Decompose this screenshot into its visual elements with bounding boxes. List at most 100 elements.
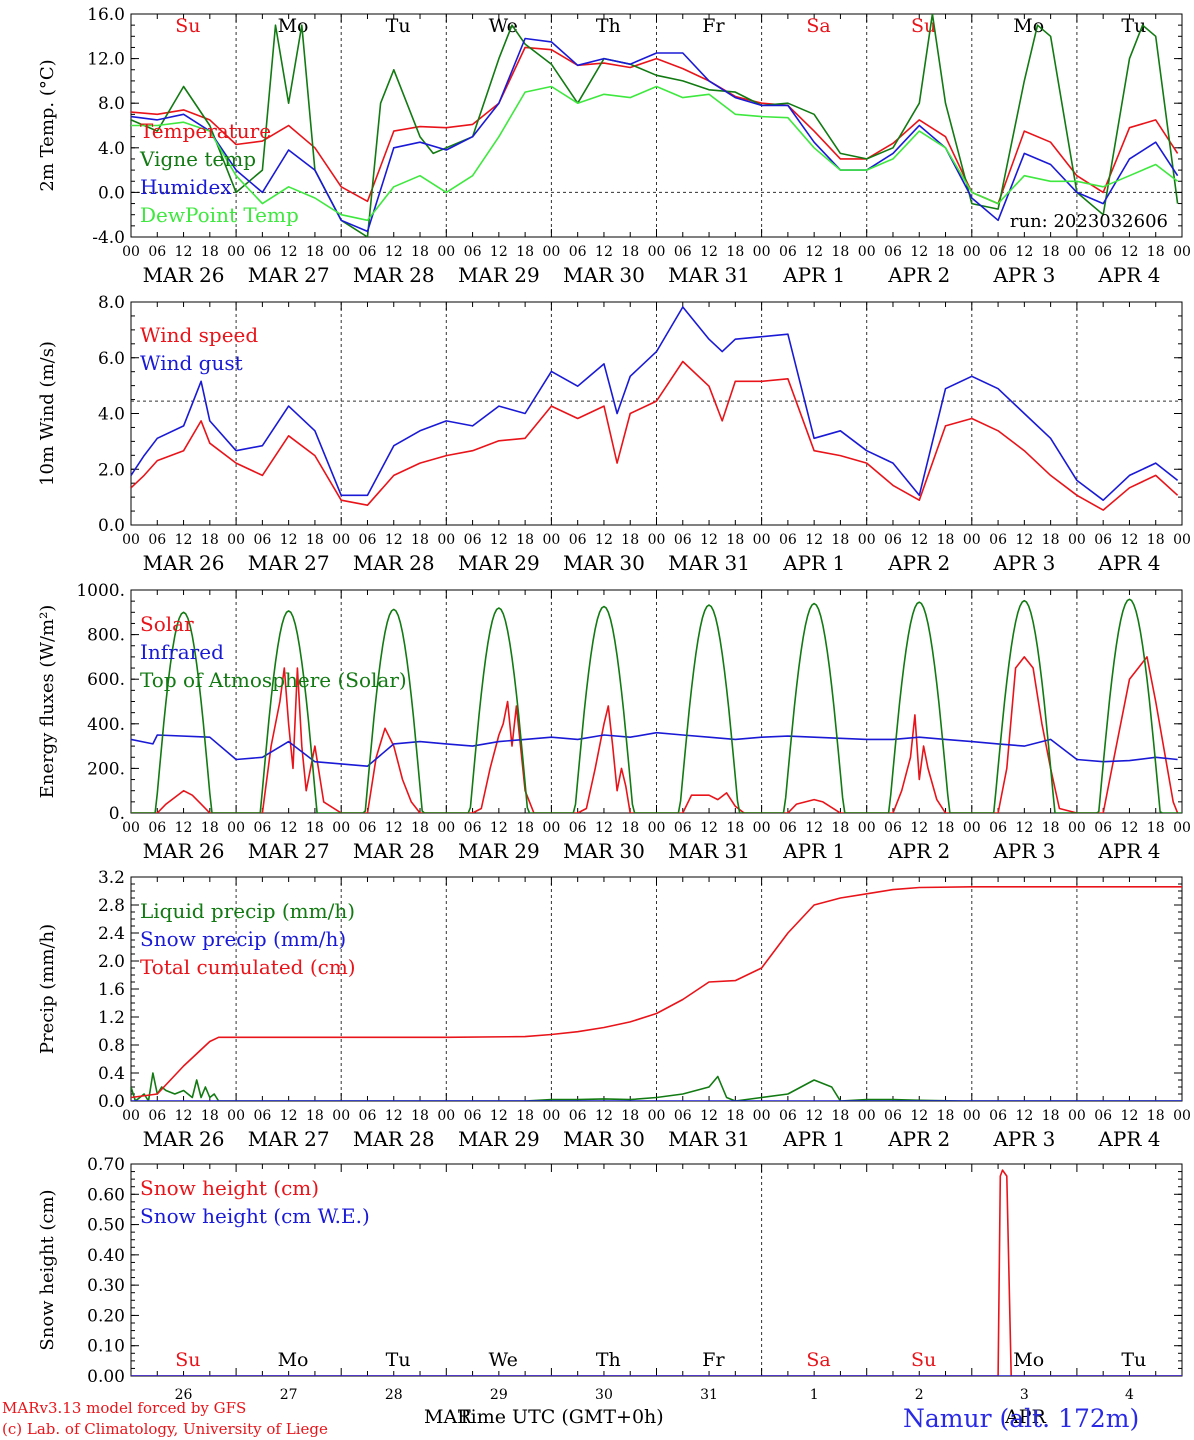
- panel-energy: 0. 200. 400. 600. 800. 1000. Energy fluxes (W/…: [37, 581, 1191, 863]
- series-line-solar: [131, 656, 1179, 813]
- y-tick-label: 16.0: [87, 5, 125, 25]
- weekday-label: Tu: [1121, 1349, 1146, 1371]
- x-hour-label: 00: [648, 1108, 666, 1124]
- y-tick-label: 1.6: [98, 980, 125, 1000]
- weekday-label: Fr: [702, 15, 725, 37]
- y-tick-label: 0.30: [87, 1276, 125, 1296]
- x-hour-label: 00: [1173, 1108, 1191, 1124]
- series-line-wind-speed: [131, 360, 1179, 511]
- x-hour-label: 00: [753, 532, 771, 548]
- x-hour-label: 00: [963, 244, 981, 260]
- x-hour-label: 12: [595, 244, 613, 260]
- series-line-temperature: [131, 46, 1179, 205]
- weekday-label: Su: [911, 1349, 936, 1371]
- x-hour-label: 06: [464, 820, 482, 836]
- x-hour-label: 18: [621, 244, 639, 260]
- series-group: [131, 1169, 1182, 1376]
- x-date-label: APR 2: [887, 1127, 950, 1151]
- x-hour-label: 18: [1147, 244, 1165, 260]
- weekday-label: Fr: [702, 1349, 725, 1371]
- x-day-number: 2: [915, 1387, 924, 1403]
- y-axis-label: Energy fluxes (W/m²): [37, 605, 58, 799]
- x-hour-label: 12: [910, 244, 928, 260]
- x-hour-label: 18: [1042, 532, 1060, 548]
- x-hour-label: 18: [306, 1108, 324, 1124]
- x-hour-label: 06: [1094, 1108, 1112, 1124]
- legend-entry: Temperature: [140, 119, 271, 143]
- x-hour-label: 12: [175, 244, 193, 260]
- x-hour-label: 18: [516, 532, 534, 548]
- x-day-number: 4: [1125, 1387, 1134, 1403]
- x-hour-label: 18: [1042, 820, 1060, 836]
- x-hour-label: 06: [884, 532, 902, 548]
- y-tick-label: 0.60: [87, 1185, 125, 1205]
- x-hour-label: 00: [227, 1108, 245, 1124]
- x-hour-label: 00: [227, 532, 245, 548]
- y-tick-label: 4.0: [98, 405, 125, 425]
- x-hour-label: 06: [359, 1108, 377, 1124]
- x-hour-label: 00: [227, 820, 245, 836]
- x-hour-label: 12: [805, 820, 823, 836]
- month-label-left: MAR: [424, 1406, 472, 1428]
- x-date-label: MAR 30: [563, 1127, 645, 1151]
- y-tick-label: 0.4: [98, 1064, 125, 1084]
- y-tick-label: 2.0: [98, 460, 125, 480]
- x-hour-label: 06: [674, 244, 692, 260]
- x-hour-label: 18: [411, 532, 429, 548]
- x-date-label: MAR 30: [563, 551, 645, 575]
- x-hour-label: 06: [779, 1108, 797, 1124]
- panel-snow: 0.00 0.10 0.20 0.30 0.40 0.50 0.60 0.70 Snow hei…: [37, 1155, 1183, 1403]
- x-date-label: MAR 29: [458, 551, 540, 575]
- panel-temp: -4.0 0.0 4.0 8.0 12.0 16.0 2m Temp. (°C) 00 06 12…: [37, 5, 1191, 287]
- x-hour-label: 00: [122, 244, 140, 260]
- x-hour-label: 18: [411, 1108, 429, 1124]
- x-date-label: MAR 26: [143, 551, 225, 575]
- legend-entry: Vigne temp: [139, 147, 256, 171]
- x-date-label: APR 3: [992, 839, 1055, 863]
- x-hour-label: 06: [253, 532, 271, 548]
- x-hour-label: 06: [569, 244, 587, 260]
- x-hour-label: 00: [648, 532, 666, 548]
- y-tick-label: 400.: [87, 715, 125, 735]
- x-hour-label: 18: [201, 244, 219, 260]
- x-hour-label: 00: [753, 820, 771, 836]
- x-hour-label: 06: [569, 1108, 587, 1124]
- series-line-infrared: [131, 731, 1178, 768]
- x-hour-label: 12: [1015, 1108, 1033, 1124]
- x-hour-label: 12: [700, 532, 718, 548]
- x-hour-label: 06: [989, 820, 1007, 836]
- x-date-label: MAR 29: [458, 1127, 540, 1151]
- x-hour-label: 18: [726, 1108, 744, 1124]
- x-day-number: 29: [490, 1387, 508, 1403]
- x-hour-label: 00: [648, 820, 666, 836]
- x-date-label: MAR 26: [143, 839, 225, 863]
- x-hour-label: 06: [884, 1108, 902, 1124]
- series-line-total-cumulated-cm-: [131, 885, 1182, 1099]
- x-hour-label: 12: [1121, 244, 1139, 260]
- x-hour-label: 12: [385, 1108, 403, 1124]
- x-date-label: MAR 28: [353, 1127, 435, 1151]
- x-hour-label: 12: [910, 820, 928, 836]
- x-date-label: APR 1: [782, 551, 845, 575]
- x-hour-label: 00: [1173, 820, 1191, 836]
- x-date-label: MAR 30: [563, 839, 645, 863]
- x-date-label: APR 3: [992, 263, 1055, 287]
- weekday-label: Sa: [806, 15, 830, 37]
- y-tick-label: 3.2: [98, 868, 125, 888]
- x-hour-label: 00: [963, 1108, 981, 1124]
- x-day-number: 27: [280, 1387, 298, 1403]
- x-hour-label: 12: [595, 820, 613, 836]
- x-day-number: 31: [700, 1387, 718, 1403]
- x-hour-label: 06: [884, 820, 902, 836]
- y-axis-label: 10m Wind (m/s): [37, 341, 58, 486]
- x-hour-label: 00: [963, 532, 981, 548]
- x-hour-label: 18: [1042, 1108, 1060, 1124]
- x-hour-label: 18: [621, 532, 639, 548]
- y-tick-label: 800.: [87, 626, 125, 646]
- meteogram-panels: -4.00.04.08.012.016.02m Temp. (°C)00 06 12…: [37, 5, 1191, 1403]
- x-hour-label: 18: [726, 820, 744, 836]
- x-hour-label: 12: [910, 532, 928, 548]
- series-group: [131, 885, 1182, 1101]
- x-hour-label: 00: [122, 820, 140, 836]
- x-hour-label: 12: [490, 244, 508, 260]
